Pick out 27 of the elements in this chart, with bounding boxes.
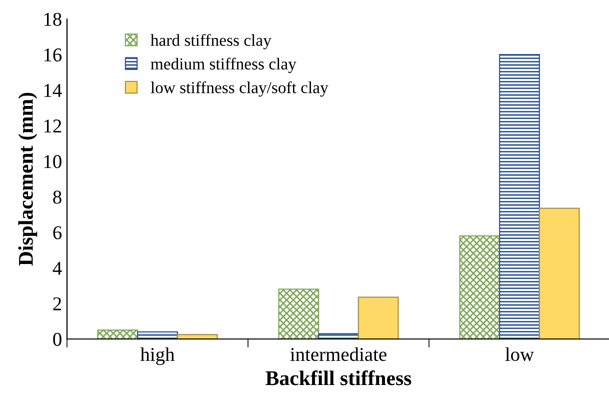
y-tick-label: 6 (53, 226, 62, 240)
bar (358, 296, 399, 339)
y-tick-label: 8 (53, 190, 62, 204)
legend-label: low stiffness clay/soft clay (150, 81, 328, 97)
y-tick-label: 14 (44, 84, 62, 97)
legend-label: hard stiffness clay (150, 34, 272, 50)
bar (318, 333, 359, 339)
bar (538, 208, 580, 339)
x-tick-label: low (505, 347, 534, 362)
x-axis-title: Backfill stiffness (266, 370, 412, 386)
bar (459, 235, 500, 339)
y-tick-label: 2 (53, 297, 62, 310)
bar (176, 334, 218, 339)
bar (499, 54, 540, 339)
bar (137, 331, 178, 339)
y-tick-label: 18 (44, 12, 62, 26)
legend-label: medium stiffness clay (150, 58, 296, 73)
y-tick-label: 0 (53, 332, 62, 346)
x-tick-label: high (140, 347, 175, 366)
y-tick-label: 12 (44, 120, 62, 132)
bar (278, 288, 320, 339)
y-tick-label: 16 (44, 48, 62, 62)
bar (97, 330, 138, 339)
y-axis-title: Displacement (mm) (18, 92, 38, 266)
x-tick-label: intermediate (290, 347, 386, 362)
y-tick-label: 10 (44, 155, 62, 168)
y-tick-label: 4 (52, 262, 62, 275)
